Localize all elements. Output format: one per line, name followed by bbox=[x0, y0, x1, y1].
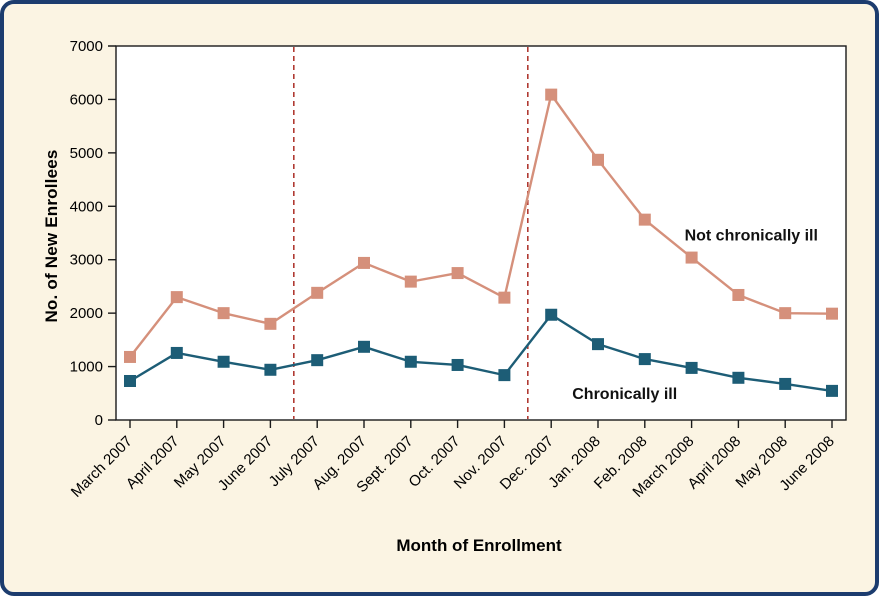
series-marker bbox=[404, 275, 417, 288]
series-marker bbox=[404, 355, 417, 368]
series-marker bbox=[264, 363, 277, 376]
series-marker bbox=[732, 288, 745, 301]
series-marker bbox=[264, 317, 277, 330]
series-marker bbox=[545, 308, 558, 321]
series-marker bbox=[638, 213, 651, 226]
series-marker bbox=[498, 369, 511, 382]
series-marker bbox=[451, 358, 464, 371]
series-marker bbox=[170, 291, 183, 304]
series-marker bbox=[638, 353, 651, 366]
series-annotation: Not chronically ill bbox=[685, 228, 818, 245]
y-tick-label: 7000 bbox=[70, 38, 103, 55]
series-marker bbox=[826, 384, 838, 397]
x-axis-title: Month of Enrollment bbox=[396, 536, 562, 555]
x-tick-label: March 2007 bbox=[68, 433, 136, 501]
series-marker bbox=[826, 307, 838, 320]
plot-area bbox=[115, 45, 847, 421]
series-marker bbox=[217, 355, 230, 368]
series-marker bbox=[170, 346, 183, 359]
y-tick-label: 1000 bbox=[70, 359, 103, 376]
series-marker bbox=[358, 340, 370, 353]
series-marker bbox=[685, 361, 698, 374]
plot-background-layer bbox=[115, 45, 847, 421]
reference-lines-layer bbox=[292, 47, 529, 419]
series-layer bbox=[124, 88, 838, 397]
series-marker bbox=[685, 251, 698, 264]
series-annotation: Chronically ill bbox=[572, 386, 677, 403]
series-line bbox=[129, 93, 833, 358]
y-tick-label: 3000 bbox=[70, 252, 103, 269]
series-marker bbox=[358, 256, 370, 269]
series-marker bbox=[311, 286, 324, 299]
series-marker bbox=[732, 371, 745, 384]
series-marker bbox=[545, 88, 558, 101]
series-marker bbox=[124, 350, 136, 363]
series-marker bbox=[124, 374, 136, 387]
series-marker bbox=[498, 291, 511, 304]
series-marker bbox=[779, 377, 792, 390]
series-marker bbox=[779, 307, 792, 320]
series-marker bbox=[217, 307, 230, 320]
series-marker bbox=[592, 153, 604, 166]
y-tick-label: 6000 bbox=[70, 91, 103, 108]
y-tick-label: 4000 bbox=[70, 198, 103, 215]
y-tick-label: 2000 bbox=[70, 305, 103, 322]
series-marker bbox=[451, 267, 464, 280]
y-tick-label: 5000 bbox=[70, 145, 103, 162]
series-marker bbox=[311, 354, 324, 367]
annotations-layer: Not chronically ill Chronically ill bbox=[572, 228, 818, 403]
series-marker bbox=[592, 338, 604, 351]
series-line bbox=[129, 313, 833, 393]
y-tick-label: 0 bbox=[95, 412, 103, 429]
